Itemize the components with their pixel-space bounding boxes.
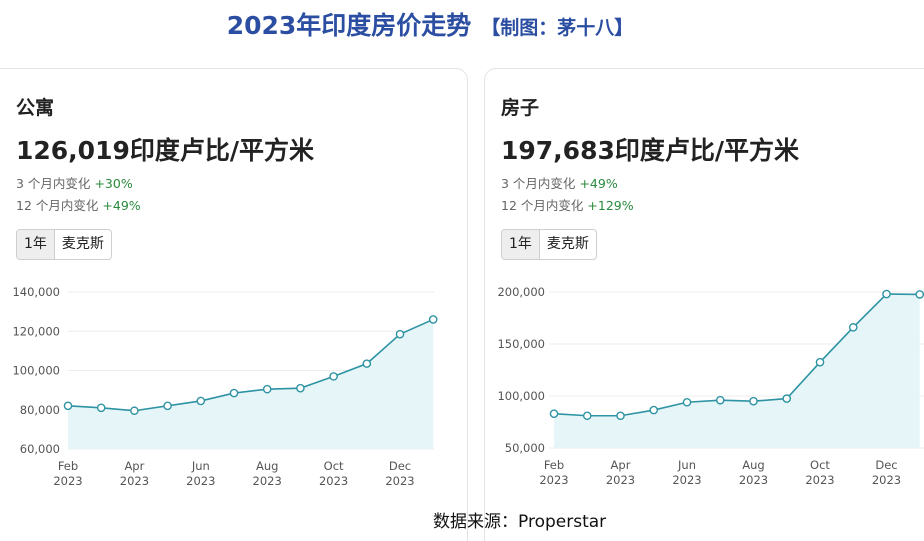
x-tick-label: Dec xyxy=(389,459,411,473)
data-point xyxy=(329,372,338,381)
card-title: 房子 xyxy=(501,97,540,119)
y-tick-label: 200,000 xyxy=(497,285,545,299)
x-tick-label: Apr xyxy=(611,458,631,472)
house-card: 房子 197,683印度卢比/平方米 3 个月内变化 +49% 12 个月内变化 +… xyxy=(484,68,924,541)
series-line xyxy=(553,293,920,417)
x-tick-label: 2023 xyxy=(739,473,768,487)
x-tick-label: Oct xyxy=(810,458,830,472)
price-value: 197,683印度卢比/平方米 xyxy=(501,136,799,165)
x-tick-label: Jun xyxy=(677,458,696,472)
change-value: +30% xyxy=(94,176,133,191)
change-label: 3 个月内变化 xyxy=(501,176,576,191)
x-tick-label: Aug xyxy=(742,458,764,472)
house-price-chart: 50,000100,000150,000200,000Feb2023Apr202… xyxy=(497,285,924,487)
apartment-card: 公寓 126,019印度卢比/平方米 3 个月内变化 +30% 12 个月内变化 +… xyxy=(0,68,468,541)
data-source: 数据来源：Properstar xyxy=(433,512,607,532)
y-tick-label: 140,000 xyxy=(12,285,60,299)
data-point xyxy=(296,383,305,393)
change-value: +49% xyxy=(102,198,141,213)
y-tick-label: 120,000 xyxy=(12,324,60,338)
data-point xyxy=(749,396,758,406)
x-tick-label: 2023 xyxy=(805,473,834,487)
change-label: 3 个月内变化 xyxy=(16,176,91,191)
x-tick-label: Oct xyxy=(324,459,344,473)
x-tick-label: 2023 xyxy=(539,473,568,487)
data-point xyxy=(848,323,858,332)
data-point xyxy=(362,359,372,368)
x-tick-label: 2023 xyxy=(53,474,82,488)
x-tick-label: 2023 xyxy=(385,474,414,488)
toggle-max[interactable]: 麦克斯 xyxy=(546,236,589,252)
series-area xyxy=(554,294,920,448)
data-point xyxy=(96,403,106,413)
y-tick-label: 100,000 xyxy=(12,364,60,378)
data-point xyxy=(428,315,438,324)
x-tick-label: 2023 xyxy=(120,474,149,488)
x-tick-label: 2023 xyxy=(606,473,635,487)
change-label: 12 个月内变化 xyxy=(16,198,99,213)
data-point xyxy=(782,394,792,403)
data-point xyxy=(395,329,405,339)
change-12-months: 12 个月内变化 +129% xyxy=(501,195,634,214)
series-line xyxy=(67,318,434,412)
data-point xyxy=(649,405,659,415)
toggle-max[interactable]: 麦克斯 xyxy=(61,236,104,252)
x-tick-label: Jun xyxy=(191,459,210,473)
data-point xyxy=(63,401,73,411)
data-point xyxy=(616,411,625,421)
data-point xyxy=(549,409,559,418)
y-tick-label: 150,000 xyxy=(497,337,545,351)
period-toggle: 1年 麦克斯 xyxy=(16,229,112,260)
data-point xyxy=(682,397,692,407)
toggle-1-year[interactable]: 1年 xyxy=(17,230,55,259)
change-12-months: 12 个月内变化 +49% xyxy=(16,195,141,214)
change-value: +129% xyxy=(587,198,634,213)
change-3-months: 3 个月内变化 +30% xyxy=(16,173,133,192)
change-value: +49% xyxy=(579,176,618,191)
x-tick-label: Feb xyxy=(544,458,564,472)
x-tick-label: 2023 xyxy=(672,473,701,487)
data-point xyxy=(915,290,924,299)
page-title: 2023年印度房价走势 【制图：茅十八】 xyxy=(0,6,860,42)
change-label: 12 个月内变化 xyxy=(501,198,584,213)
change-3-months: 3 个月内变化 +49% xyxy=(501,173,618,192)
x-tick-label: 2023 xyxy=(186,474,215,488)
data-point xyxy=(130,406,139,416)
x-tick-label: Feb xyxy=(58,459,78,473)
data-point xyxy=(262,384,272,394)
data-point xyxy=(196,396,206,406)
x-tick-label: Dec xyxy=(875,458,897,472)
x-tick-label: 2023 xyxy=(253,474,282,488)
card-title: 公寓 xyxy=(16,97,55,119)
data-point xyxy=(163,401,172,411)
toggle-1-year[interactable]: 1年 xyxy=(502,230,540,259)
y-tick-label: 50,000 xyxy=(505,441,545,455)
data-point xyxy=(882,289,891,299)
data-point xyxy=(815,357,825,367)
data-point xyxy=(229,388,239,398)
apartment-price-chart: 60,00080,000100,000120,000140,000Feb2023… xyxy=(12,285,438,488)
series-area xyxy=(68,319,434,449)
title-credit: 【制图：茅十八】 xyxy=(481,17,634,39)
x-tick-label: Apr xyxy=(124,459,144,473)
data-point xyxy=(715,395,725,405)
x-tick-label: 2023 xyxy=(319,474,348,488)
y-tick-label: 100,000 xyxy=(497,389,545,403)
data-point xyxy=(582,411,592,421)
price-value: 126,019印度卢比/平方米 xyxy=(16,136,314,165)
title-text: 2023年印度房价走势 xyxy=(226,11,472,40)
x-tick-label: 2023 xyxy=(872,473,901,487)
y-tick-label: 80,000 xyxy=(20,403,60,417)
y-tick-label: 60,000 xyxy=(20,442,60,456)
period-toggle: 1年 麦克斯 xyxy=(501,229,597,260)
x-tick-label: Aug xyxy=(256,459,278,473)
